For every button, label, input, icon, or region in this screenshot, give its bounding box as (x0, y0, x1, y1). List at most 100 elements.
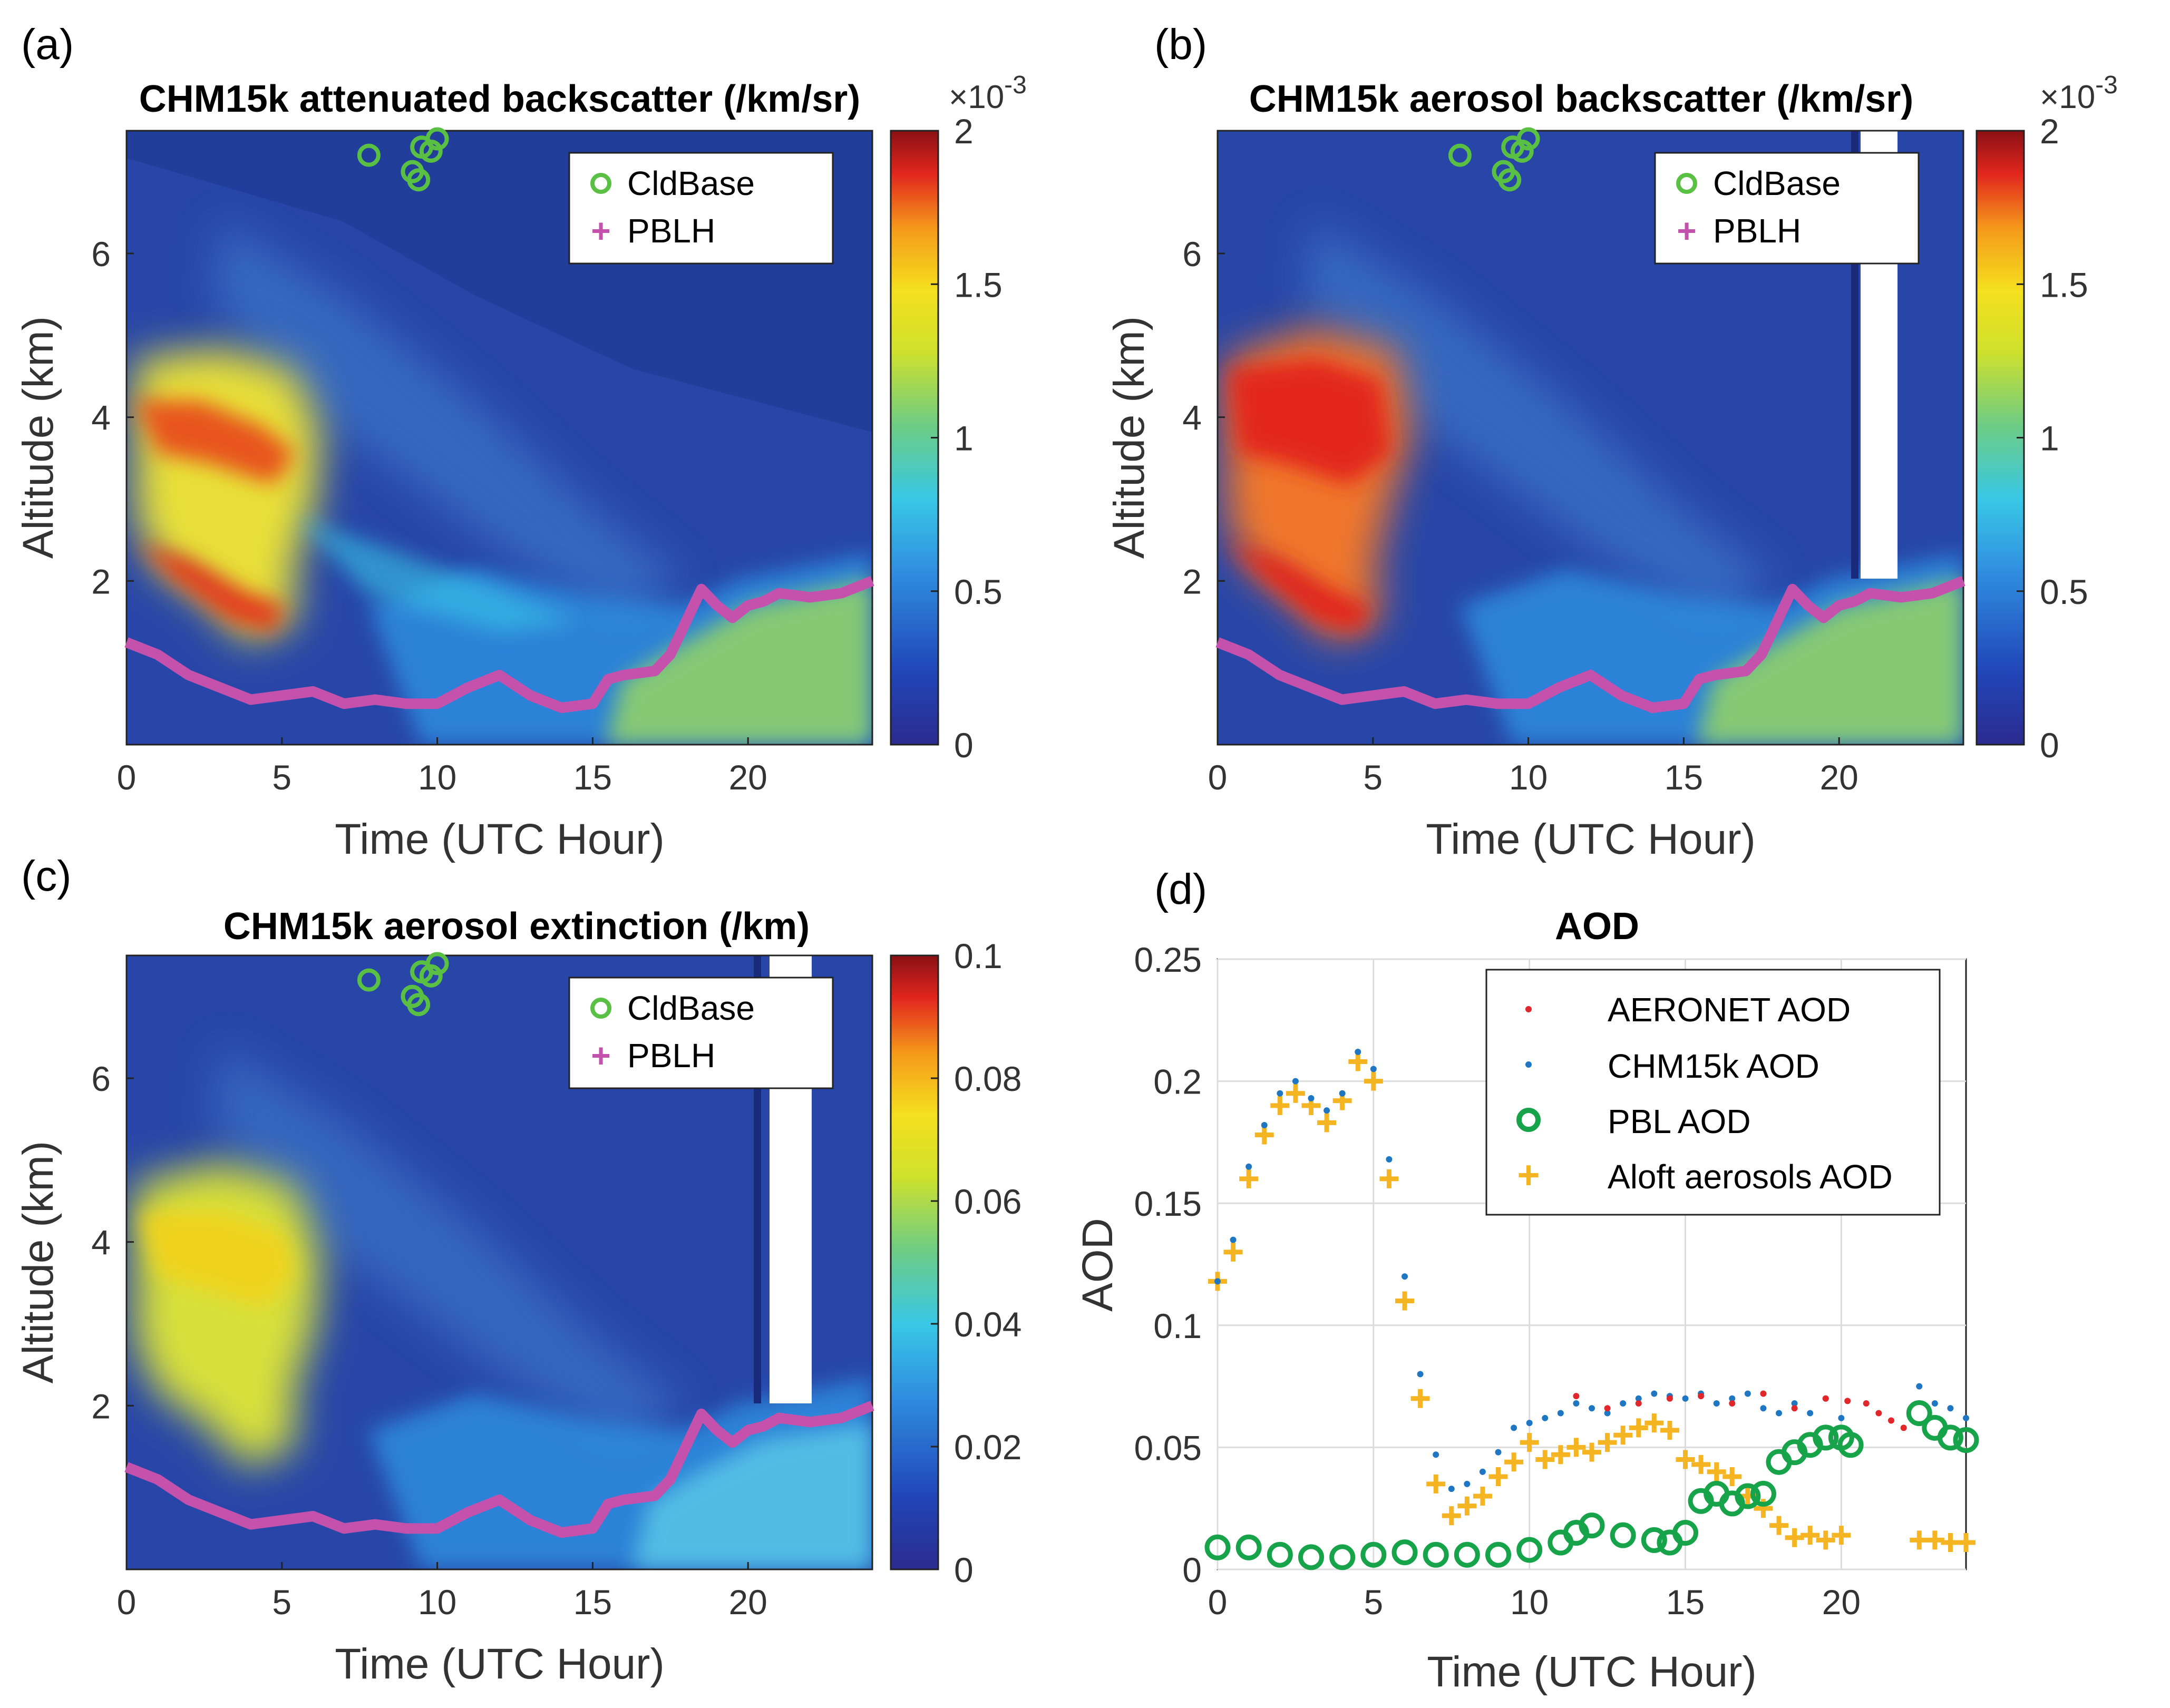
aloft-aod-point (1254, 1125, 1274, 1145)
legend-item-pblh: PBLH (627, 212, 715, 250)
x-tick-label: 5 (1364, 1583, 1383, 1622)
chm15k-aod-point (1448, 1486, 1455, 1492)
pbl-aod-point (1360, 1541, 1387, 1568)
aloft-aod-point (1598, 1433, 1617, 1452)
aloft-aod-point (1348, 1052, 1368, 1071)
series-d (1204, 1049, 1979, 1570)
legend-item-pbl: PBL AOD (1608, 1102, 1751, 1140)
colorbar-tick-label: 0.02 (954, 1428, 1021, 1467)
aeronet-aod-point (1604, 1405, 1611, 1412)
aloft-aod-point (1629, 1418, 1648, 1438)
aloft-aod-point (1582, 1442, 1601, 1462)
pbl-aod-point (1423, 1541, 1449, 1568)
pbl-aod-point (1329, 1544, 1356, 1570)
x-tick-label: 15 (1665, 758, 1703, 797)
legend-item-chm: CHM15k AOD (1608, 1047, 1819, 1085)
x-tick-label: 15 (573, 1583, 612, 1622)
x-tick-label: 5 (1363, 758, 1383, 797)
aeronet-aod-point (1729, 1400, 1736, 1407)
title-b: CHM15k aerosol backscatter (/km/sr) (1249, 78, 1914, 120)
y-tick-label: 2 (1182, 562, 1202, 601)
chm15k-aod-point (1557, 1410, 1564, 1417)
aloft-aod-point (1223, 1242, 1243, 1262)
legend-c: CldBase + PBLH (568, 977, 834, 1089)
legend-pbl-marker (1516, 1108, 1541, 1132)
chm15k-aod-point (1931, 1400, 1938, 1407)
chm15k-aod-point (1339, 1090, 1346, 1097)
colorbar-tick-label: 0.06 (954, 1182, 1021, 1221)
panel-label-a: (a) (21, 21, 74, 69)
pbl-aod-point (1813, 1424, 1839, 1451)
y-tick-label: 0.25 (1134, 940, 1202, 979)
aloft-aod-point (1832, 1526, 1851, 1545)
multiplier-a: ×10-3 (949, 71, 1027, 115)
pbl-aod-point (1516, 1537, 1543, 1563)
chm15k-aod-point (1729, 1395, 1736, 1402)
y-tick-label: 6 (91, 1059, 111, 1098)
panel-a: (a) CHM15k attenuated backscatter (/km/s… (14, 21, 1027, 863)
chm15k-aod-point (1542, 1414, 1549, 1421)
pbl-aod-point (1235, 1534, 1262, 1560)
chm15k-aod-point (1682, 1395, 1689, 1402)
aeronet-aod-point (1844, 1398, 1851, 1404)
aloft-aod-point (1769, 1516, 1788, 1535)
aloft-aod-point (1723, 1467, 1742, 1486)
y-tick-label: 0.05 (1134, 1428, 1202, 1467)
aloft-aod-point (1473, 1487, 1492, 1506)
ylabel-b: Altitude (km) (1105, 316, 1153, 559)
legend-pblh-marker: + (1677, 212, 1696, 250)
legend-b: CldBase + PBLH (1654, 152, 1920, 265)
x-tick-label: 5 (272, 758, 291, 797)
xlabel-d: Time (UTC Hour) (1427, 1648, 1757, 1696)
aloft-aod-point (1566, 1438, 1586, 1457)
x-tick-label: 5 (272, 1583, 291, 1622)
y-tick-label: 0.1 (1153, 1306, 1202, 1345)
chm15k-aod-point (1324, 1107, 1330, 1114)
chm15k-aod-point (1635, 1395, 1642, 1402)
pblh-series-b (1215, 576, 1965, 714)
pbl-aod-point (1735, 1483, 1761, 1509)
cldbase-point (357, 968, 381, 992)
colorbar-b (1976, 130, 2025, 746)
aeronet-aod-point (1875, 1410, 1882, 1417)
x-tick-label: 20 (1819, 758, 1858, 797)
panel-b: (b) CHM15k aerosol backscatter (/km/sr) … (1105, 21, 2118, 863)
chm15k-aod-point (1916, 1383, 1923, 1390)
pbl-aod-point (1750, 1480, 1776, 1507)
chm15k-aod-point (1511, 1424, 1517, 1431)
chm15k-aod-point (1386, 1156, 1393, 1163)
cldbase-point (425, 952, 449, 975)
x-tick-label: 20 (1822, 1583, 1861, 1622)
colorbar-tick-label: 0.04 (954, 1305, 1021, 1344)
chm15k-aod-point (1277, 1090, 1283, 1097)
cldbase-series-b (1448, 127, 1540, 192)
x-tick-label: 10 (418, 758, 456, 797)
chm15k-aod-point (1261, 1121, 1268, 1128)
aloft-aod-point (1957, 1533, 1976, 1553)
x-tick-label: 10 (1509, 758, 1548, 797)
aeronet-aod-point (1791, 1405, 1798, 1412)
aloft-aod-point (1816, 1530, 1835, 1550)
chm15k-aod-point (1776, 1410, 1782, 1417)
pbl-aod-point (1267, 1541, 1293, 1568)
heatmap-b (1218, 131, 1963, 745)
legend-pblh-marker: + (591, 212, 610, 250)
colorbar-tick-label: 1.5 (954, 265, 1003, 304)
aloft-aod-point (1364, 1071, 1383, 1091)
legend-aloft-marker: + (1517, 1153, 1540, 1197)
aloft-aod-point (1676, 1450, 1695, 1469)
multiplier-b: ×10-3 (2040, 71, 2118, 115)
y-tick-label: 2 (91, 1387, 111, 1426)
cldbase-point (1516, 127, 1540, 151)
x-tick-label: 0 (117, 1583, 137, 1622)
aeronet-aod-point (1573, 1393, 1580, 1400)
xlabel-b: Time (UTC Hour) (1426, 815, 1756, 863)
y-tick-label: 4 (1182, 398, 1202, 437)
aloft-aod-point (1551, 1445, 1570, 1465)
panel-d: (d) AOD AERONET AOD CHM15k AOD PBL AOD +… (1074, 865, 1979, 1696)
chm15k-aod-point (1308, 1095, 1315, 1102)
chm15k-aod-point (1604, 1410, 1611, 1417)
x-tick-label: 0 (1208, 1583, 1228, 1622)
cldbase-point (1510, 139, 1534, 163)
ylabel-a: Altitude (km) (14, 316, 62, 559)
